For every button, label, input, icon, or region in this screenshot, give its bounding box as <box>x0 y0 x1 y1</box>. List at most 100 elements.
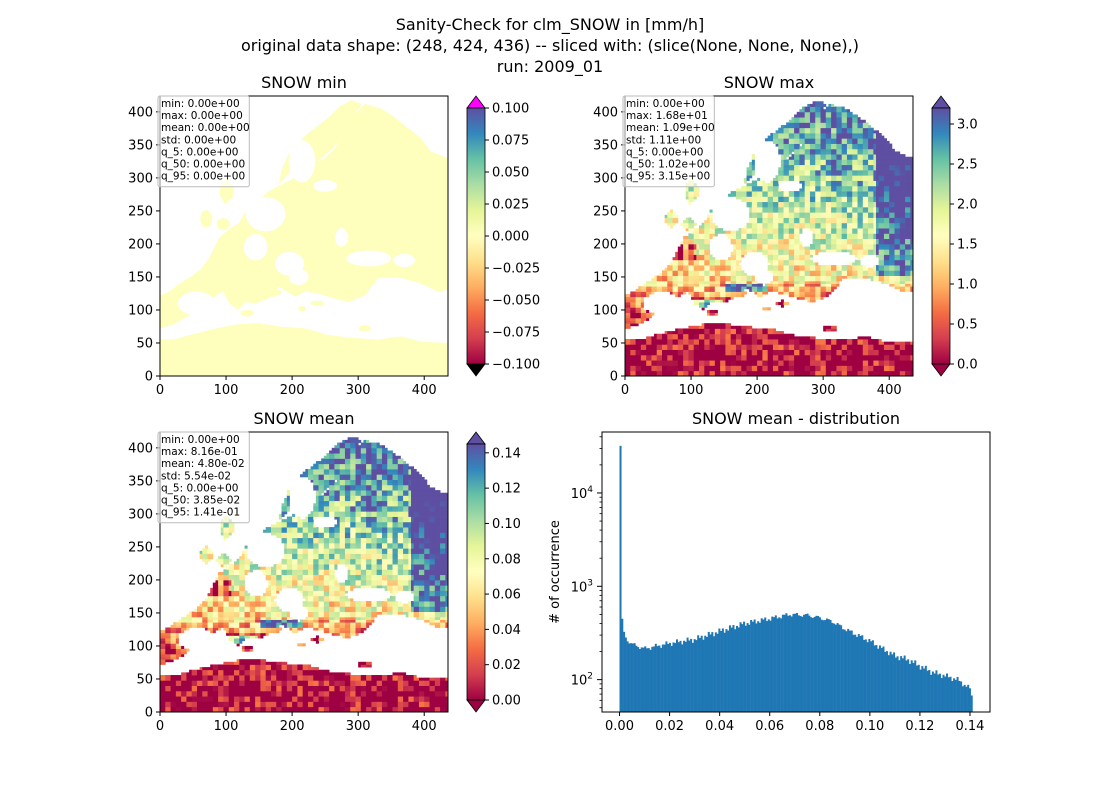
map-cell <box>907 228 911 232</box>
map-cell <box>902 217 906 221</box>
map-cell <box>809 199 813 203</box>
map-cell <box>669 275 673 279</box>
map-cell <box>749 243 753 247</box>
map-cell <box>640 344 644 348</box>
map-cell <box>701 302 705 306</box>
map-cell <box>825 267 829 271</box>
map-cell <box>783 251 787 255</box>
map-cell <box>630 373 634 377</box>
map-cell <box>667 220 671 224</box>
map-cell <box>836 360 840 364</box>
map-cell <box>791 241 795 245</box>
map-cell <box>683 286 687 290</box>
map-cell <box>762 238 766 242</box>
map-cell <box>685 185 689 189</box>
map-cell <box>746 349 750 353</box>
map-cell <box>817 370 821 374</box>
map-cell <box>765 196 769 200</box>
map-cell <box>820 296 824 300</box>
map-cell <box>883 217 887 221</box>
map-cell <box>780 362 784 366</box>
map-cell <box>802 280 806 284</box>
map-cell <box>852 191 856 195</box>
map-cell <box>907 238 911 242</box>
map-cell <box>799 296 803 300</box>
map-cell <box>857 370 861 374</box>
map-cell <box>897 199 901 203</box>
map-cell <box>765 217 769 221</box>
map-cell <box>886 212 890 216</box>
map-cell <box>899 246 903 250</box>
map-cell <box>746 230 750 234</box>
map-cell <box>902 206 906 210</box>
map-cell <box>672 275 676 279</box>
map-cell <box>735 331 740 335</box>
map-cell <box>693 243 697 247</box>
map-cell <box>643 288 647 292</box>
map-cell <box>831 249 835 253</box>
map-cell <box>762 307 766 311</box>
map-cell <box>894 275 898 279</box>
map-cell <box>802 357 806 361</box>
map-cell <box>712 230 716 234</box>
map-cell <box>667 288 671 292</box>
map-cell <box>862 201 866 205</box>
map-cell <box>876 339 880 343</box>
map-cell <box>749 346 753 350</box>
map-cell <box>775 280 779 284</box>
map-cell <box>844 241 848 245</box>
map-cell <box>791 222 795 226</box>
map-cell <box>691 257 695 261</box>
map-cell <box>907 286 911 290</box>
map-cell <box>820 354 824 358</box>
map-cell <box>775 272 779 277</box>
map-cell <box>796 233 800 237</box>
map-cell <box>878 199 882 203</box>
map-cell <box>730 362 734 366</box>
map-cell <box>770 360 774 364</box>
map-cell <box>910 346 914 350</box>
map-cell <box>683 360 687 364</box>
map-cell <box>857 199 861 203</box>
map-cell <box>891 220 895 224</box>
map-cell <box>907 201 911 205</box>
map-cell <box>709 349 713 353</box>
map-cell <box>691 352 695 356</box>
map-cell <box>852 354 856 358</box>
map-cell <box>746 233 750 237</box>
map-cell <box>625 294 629 298</box>
map-cell <box>852 344 856 348</box>
map-cell <box>664 275 668 279</box>
map-cell <box>833 228 837 232</box>
map-cell <box>791 344 795 348</box>
map-cell <box>868 209 872 213</box>
map-cell <box>677 328 681 332</box>
map-cell <box>807 291 811 295</box>
map-cell <box>757 214 761 218</box>
y-tick-label: 100 <box>128 303 153 318</box>
map-cell <box>891 254 895 258</box>
map-cell <box>894 238 898 242</box>
map-cell <box>836 365 840 369</box>
map-cell <box>828 325 832 329</box>
map-cell <box>894 262 898 266</box>
map-cell <box>772 212 776 216</box>
map-cell <box>672 214 676 218</box>
map-cell <box>775 360 779 364</box>
map-cell <box>870 249 874 253</box>
map-cell <box>664 349 668 353</box>
map-cell <box>812 238 816 242</box>
map-cell <box>683 291 687 295</box>
map-cell <box>815 188 819 192</box>
map-cell <box>910 243 914 247</box>
map-cell <box>638 291 642 295</box>
map-cell <box>648 352 652 356</box>
map-cell <box>775 206 779 210</box>
map-cell <box>683 222 687 226</box>
map-cell <box>780 278 784 282</box>
map-cell <box>833 365 837 369</box>
map-cell <box>831 283 835 287</box>
map-cell <box>833 222 837 226</box>
map-cell <box>807 246 811 250</box>
map-cell <box>765 283 769 287</box>
